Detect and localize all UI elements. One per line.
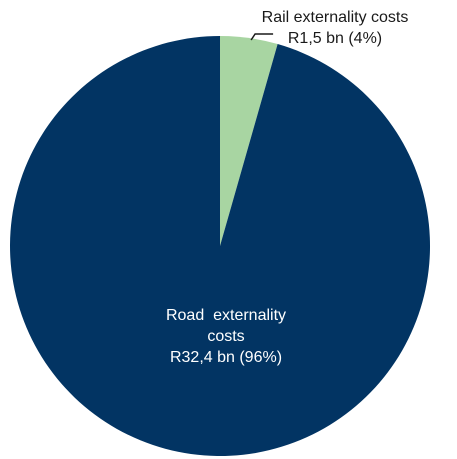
rail-label-line: Rail externality costs (262, 9, 409, 26)
road-slice (10, 36, 431, 457)
road-label-line: R32,4 bn (96%) (170, 349, 282, 366)
road-label-line: Road externality (166, 307, 286, 324)
rail-slice-label: Rail externality costs R1,5 bn (4%) (262, 9, 409, 47)
rail-slice (220, 36, 278, 246)
pie-slices (10, 36, 431, 457)
road-slice-label: Road externality costs R32,4 bn (96%) (166, 307, 286, 366)
rail-label-line: R1,5 bn (4%) (288, 30, 382, 47)
rail-leader-line (250, 33, 274, 41)
road-label-line: costs (207, 328, 244, 345)
